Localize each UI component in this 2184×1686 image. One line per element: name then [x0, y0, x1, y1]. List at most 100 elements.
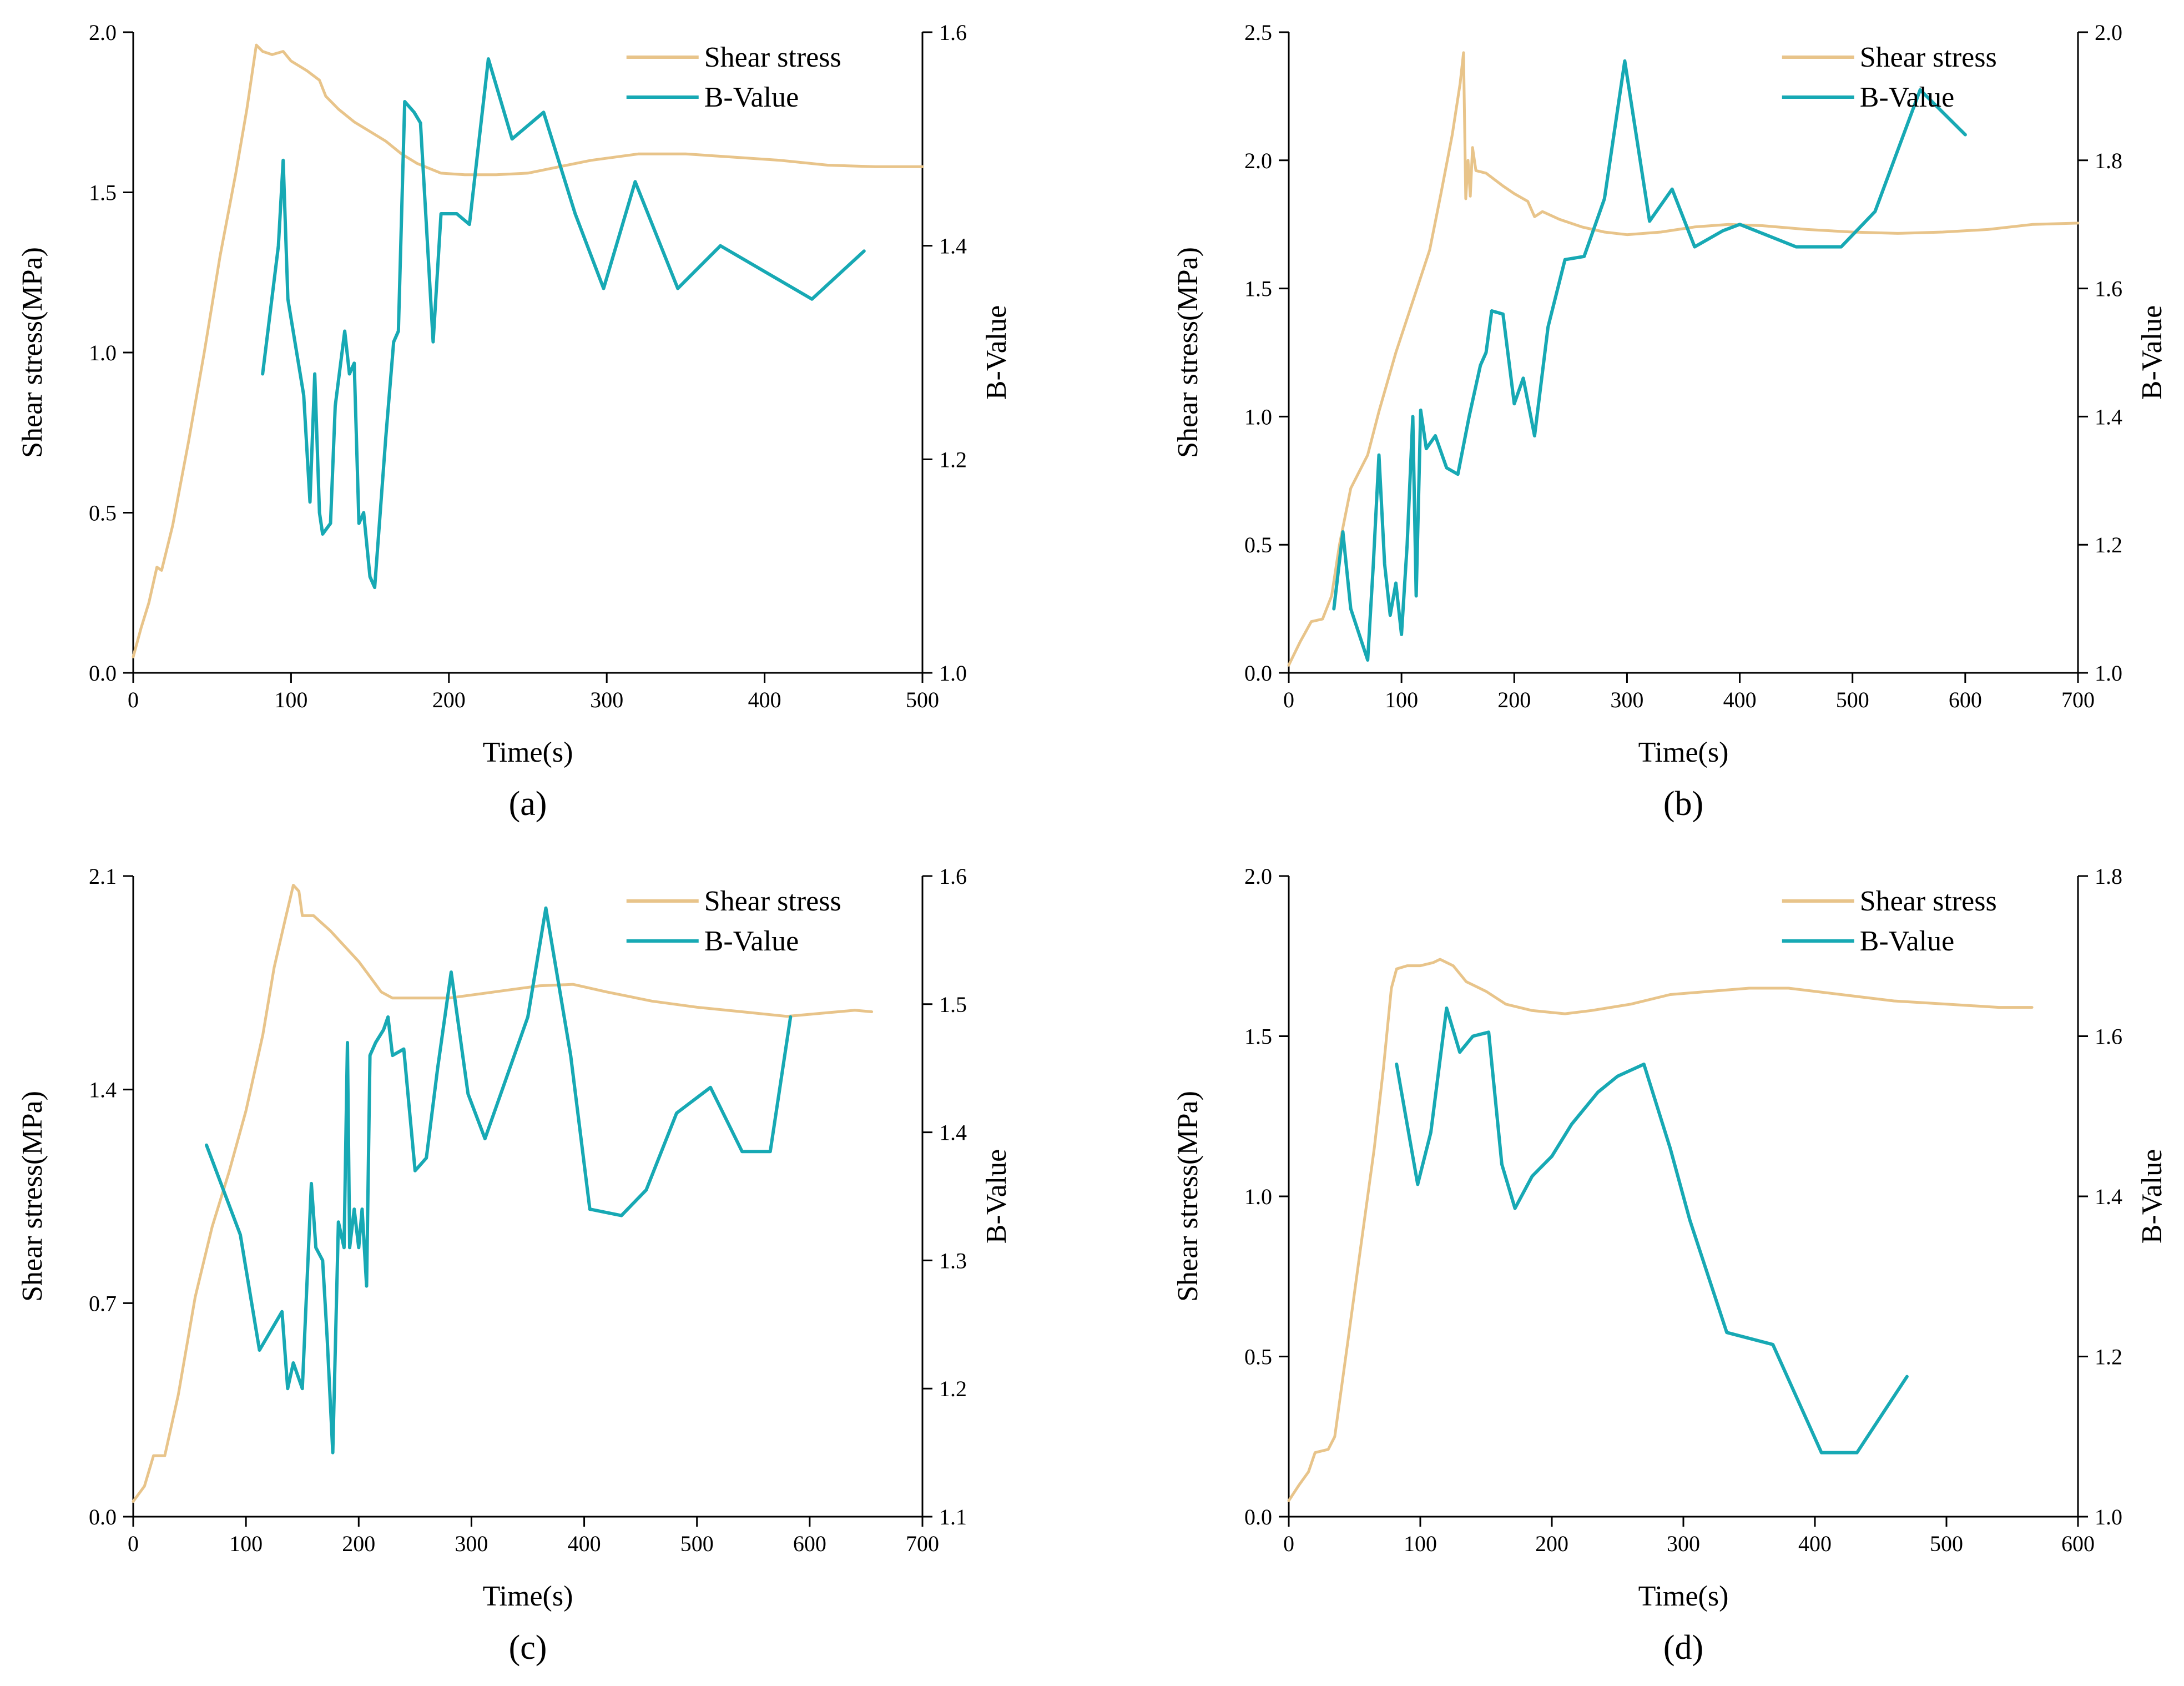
x-tick-label: 0: [1283, 1531, 1294, 1556]
chart-panel-4: 0 100 200 300 400 500 600 0.0 0.5 1.0 1.5 2.0 1.0 1.2…: [1172, 864, 2168, 1667]
y-tick-label-right: 1.0: [2095, 1504, 2122, 1529]
y-tick-label-right: 1.2: [2095, 1345, 2122, 1370]
x-tick-label: 700: [2061, 687, 2095, 712]
y-tick-label-right: 1.1: [939, 1504, 967, 1529]
x-tick-label: 100: [274, 687, 307, 712]
x-tick-label: 300: [590, 687, 623, 712]
y-tick-label-right: 1.0: [939, 661, 967, 686]
y-tick-label-right: 1.2: [939, 1376, 967, 1401]
x-tick-label: 200: [342, 1531, 375, 1556]
shear-stress-series-line: [1287, 958, 2034, 1502]
x-tick-label: 600: [1949, 687, 1982, 712]
y-tick-label-right: 1.4: [939, 1120, 967, 1145]
x-tick-label: 200: [432, 687, 466, 712]
y-tick-label-right: 1.2: [939, 447, 967, 472]
y-tick-label-right: 1.4: [2095, 404, 2122, 429]
x-tick-label: 500: [1930, 1531, 1963, 1556]
chart-panel-2: 0 100 200 300 400 500 600 700 0.0 0.5 1.0 1.5 2.0 2.5…: [1172, 20, 2168, 823]
y-tick-label-left: 1.5: [1244, 1024, 1272, 1049]
x-axis-title: Time(s): [483, 737, 573, 768]
y-tick-label-right: 1.8: [2095, 148, 2122, 173]
y-tick-label-right: 1.4: [2095, 1184, 2122, 1209]
panel-label: (c): [509, 1629, 547, 1667]
x-tick-label: 200: [1535, 1531, 1568, 1556]
y-tick-label-left: 0.0: [89, 661, 117, 686]
chart-panel-3: 0 100 200 300 400 500 600 700 0.0 0.7 1.4 2.1 1.1 1.2…: [17, 864, 1012, 1667]
y-tick-label-left: 1.0: [1244, 1184, 1272, 1209]
y-tick-label-left: 0.5: [89, 501, 117, 526]
y-tick-label-left: 0.5: [1244, 1345, 1272, 1370]
y-tick-label-left: 1.0: [1244, 404, 1272, 429]
x-tick-label: 100: [1404, 1531, 1437, 1556]
y-tick-label-right: 1.8: [2095, 864, 2122, 889]
legend-label: Shear stress: [704, 42, 841, 73]
y-tick-label-right: 1.6: [939, 864, 967, 889]
x-tick-label: 200: [1497, 687, 1531, 712]
y-tick-label-left: 2.0: [1244, 148, 1272, 173]
x-tick-label: 0: [128, 1531, 139, 1556]
panel-label: (d): [1663, 1629, 1703, 1667]
x-tick-label: 0: [128, 687, 139, 712]
shear-stress-series-line: [132, 43, 924, 658]
y-axis-title-left: Shear stress(MPa): [17, 1091, 48, 1302]
y-axis-title-right: B-Value: [981, 1149, 1012, 1244]
legend-label: Shear stress: [1860, 885, 1997, 917]
legend-label: B-Value: [1860, 925, 1954, 957]
y-axis-title-right: B-Value: [981, 305, 1012, 400]
y-tick-label-left: 1.5: [89, 180, 117, 205]
shear-stress-series-line: [1287, 51, 2080, 667]
x-tick-label: 0: [1283, 687, 1294, 712]
y-axis-title-right: B-Value: [2136, 1149, 2168, 1244]
x-tick-label: 400: [1723, 687, 1757, 712]
legend-label: B-Value: [704, 925, 799, 957]
y-tick-label-left: 2.0: [89, 20, 117, 45]
y-tick-label-left: 2.1: [89, 864, 117, 889]
x-tick-label: 300: [455, 1531, 488, 1556]
x-tick-label: 100: [1385, 687, 1418, 712]
y-tick-label-right: 1.6: [2095, 1024, 2122, 1049]
x-axis-title: Time(s): [483, 1581, 573, 1612]
y-tick-label-left: 0.0: [1244, 661, 1272, 686]
x-tick-label: 300: [1667, 1531, 1700, 1556]
y-tick-label-right: 1.3: [939, 1248, 967, 1273]
panel-label: (a): [509, 785, 547, 823]
y-tick-label-left: 1.5: [1244, 276, 1272, 301]
x-tick-label: 400: [568, 1531, 601, 1556]
y-tick-label-left: 0.0: [89, 1504, 117, 1529]
x-tick-label: 100: [229, 1531, 263, 1556]
y-tick-label-right: 1.6: [2095, 276, 2122, 301]
y-tick-label-right: 1.5: [939, 992, 967, 1017]
x-tick-label: 600: [2061, 1531, 2095, 1556]
y-tick-label-left: 2.0: [1244, 864, 1272, 889]
y-tick-label-right: 1.4: [939, 234, 967, 259]
legend-label: Shear stress: [1860, 42, 1997, 73]
legend-label: B-Value: [1860, 82, 1954, 113]
legend-label: Shear stress: [704, 885, 841, 917]
b-value-series-line: [205, 906, 793, 1455]
y-tick-label-left: 1.4: [89, 1078, 117, 1103]
y-tick-label-left: 2.5: [1244, 20, 1272, 45]
y-tick-label-left: 0.0: [1244, 1504, 1272, 1529]
x-tick-label: 700: [906, 1531, 939, 1556]
x-tick-label: 500: [906, 687, 939, 712]
x-tick-label: 600: [793, 1531, 826, 1556]
b-value-series-line: [1332, 59, 1967, 662]
x-tick-label: 400: [1798, 1531, 1832, 1556]
y-axis-title-right: B-Value: [2136, 305, 2168, 400]
x-axis-title: Time(s): [1638, 737, 1729, 768]
x-tick-label: 500: [680, 1531, 714, 1556]
y-tick-label-left: 0.5: [1244, 532, 1272, 557]
b-value-series-line: [1395, 1006, 1909, 1455]
x-tick-label: 400: [748, 687, 781, 712]
legend-label: B-Value: [704, 82, 799, 113]
x-tick-label: 300: [1610, 687, 1643, 712]
panel-label: (b): [1663, 785, 1703, 823]
y-tick-label-left: 0.7: [89, 1291, 117, 1316]
y-tick-label-left: 1.0: [89, 340, 117, 365]
x-axis-title: Time(s): [1638, 1581, 1729, 1612]
y-axis-title-left: Shear stress(MPa): [1172, 1091, 1204, 1302]
chart-panel-1: 0 100 200 300 400 500 0.0 0.5 1.0 1.5 2.0 1.0 1.2 1.4…: [17, 20, 1012, 823]
y-axis-title-left: Shear stress(MPa): [1172, 247, 1204, 458]
y-tick-label-right: 1.6: [939, 20, 967, 45]
